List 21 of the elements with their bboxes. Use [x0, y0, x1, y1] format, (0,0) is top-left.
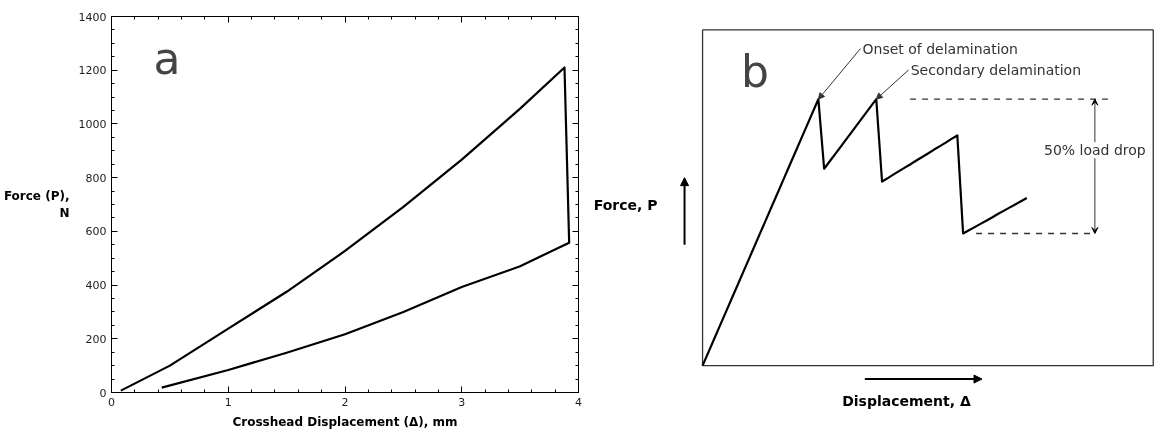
y-tick-label: 400 — [85, 279, 107, 293]
x-tick-label: 1 — [224, 395, 232, 409]
x-tick-label: 2 — [341, 395, 349, 409]
y-axis-title: Force, P — [593, 196, 658, 213]
y-tick-label: 1000 — [78, 117, 107, 131]
text: Secondary delamination — [910, 61, 1082, 78]
y-tick-label: 200 — [85, 332, 107, 346]
y-tick-label: 600 — [85, 225, 107, 239]
x-axis-title: Displacement, Δ — [842, 392, 971, 409]
text: Onset of delamination — [862, 40, 1018, 57]
y-tick-label: 800 — [85, 171, 107, 185]
y-axis-title: Force (P), N — [3, 189, 70, 220]
text: 50% load drop — [1044, 142, 1146, 159]
x-tick-label: 3 — [458, 395, 466, 409]
text: b — [740, 46, 769, 98]
x-axis-title: Crosshead Displacement (Δ), mm — [232, 414, 458, 429]
y-tick-label: 1400 — [78, 10, 107, 24]
annotation: a — [153, 33, 181, 85]
x-tick-label: 4 — [575, 395, 582, 409]
y-tick-label: 1200 — [78, 64, 107, 78]
y-tick-label: 0 — [99, 386, 107, 400]
